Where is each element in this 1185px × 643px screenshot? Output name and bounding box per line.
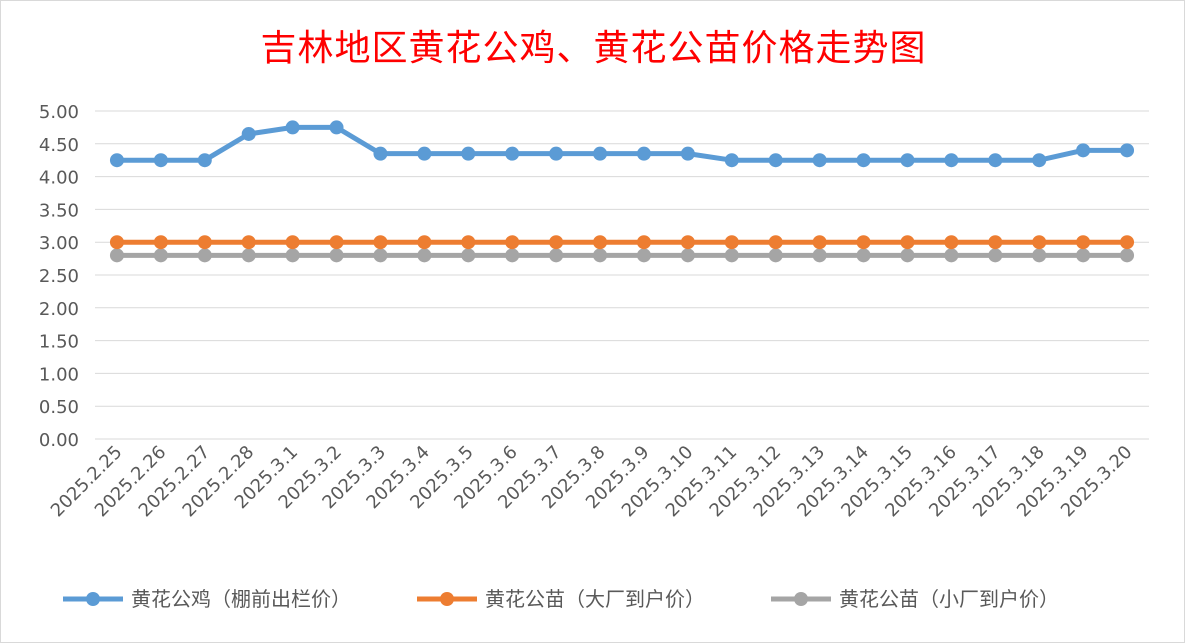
data-point [505,235,520,250]
data-point [549,248,564,263]
data-point [1032,235,1047,250]
data-point [285,248,300,263]
data-point [417,235,432,250]
data-point [197,235,212,250]
data-point [505,248,520,263]
data-point [285,235,300,250]
data-point [197,153,212,168]
data-point [1032,153,1047,168]
data-point [109,248,124,263]
data-point [988,235,1003,250]
y-tick-label: 1.50 [39,332,79,353]
data-point [153,153,168,168]
data-point [373,235,388,250]
data-point [944,248,959,263]
data-point [329,235,344,250]
data-point [856,235,871,250]
data-point [768,248,783,263]
data-point [461,146,476,161]
y-tick-label: 5.00 [39,102,79,123]
data-point [724,248,739,263]
y-tick-label: 0.00 [39,430,79,451]
y-tick-label: 3.50 [39,200,79,221]
series-lines [109,120,1135,263]
y-tick-label: 4.50 [39,135,79,156]
data-point [549,235,564,250]
data-point [812,235,827,250]
data-point [373,146,388,161]
data-point [329,120,344,135]
data-point [241,126,256,141]
legend-label: 黄花公苗（小厂到户价） [839,587,1059,611]
data-point [417,248,432,263]
x-axis-ticks: 2025.2.252025.2.262025.2.272025.2.282025… [47,442,1137,522]
data-point [549,146,564,161]
data-point [680,146,695,161]
legend-marker [794,592,808,606]
data-point [1120,235,1135,250]
data-point [768,153,783,168]
data-point [1076,143,1091,158]
data-point [680,235,695,250]
gridlines [95,110,1149,440]
data-point [812,248,827,263]
data-point [1076,235,1091,250]
legend-label: 黄花公鸡（棚前出栏价） [131,587,351,611]
data-point [944,235,959,250]
data-point [461,248,476,263]
y-tick-label: 4.00 [39,168,79,189]
y-tick-label: 1.00 [39,364,79,385]
data-point [636,146,651,161]
data-point [153,248,168,263]
y-tick-label: 3.00 [39,233,79,254]
data-point [900,153,915,168]
data-point [1032,248,1047,263]
data-point [285,120,300,135]
data-point [856,248,871,263]
chart-title: 吉林地区黄花公鸡、黄花公苗价格走势图 [260,28,927,69]
data-point [593,248,608,263]
data-point [636,235,651,250]
data-point [197,248,212,263]
data-point [768,235,783,250]
data-point [900,248,915,263]
data-point [109,153,124,168]
data-point [680,248,695,263]
data-point [944,153,959,168]
data-point [373,248,388,263]
data-point [593,146,608,161]
data-point [724,235,739,250]
data-point [900,235,915,250]
data-point [1120,248,1135,263]
series-line [114,124,1130,163]
data-point [636,248,651,263]
data-point [461,235,476,250]
data-point [1076,248,1091,263]
y-tick-label: 2.50 [39,266,79,287]
data-point [241,248,256,263]
legend-marker [440,592,454,606]
data-point [329,248,344,263]
legend-label: 黄花公苗（大厂到户价） [485,587,705,611]
data-point [1120,143,1135,158]
data-point [241,235,256,250]
data-point [856,153,871,168]
data-point [109,235,124,250]
data-point [505,146,520,161]
data-point [988,153,1003,168]
data-point [417,146,432,161]
legend-marker [86,592,100,606]
data-point [153,235,168,250]
data-point [593,235,608,250]
y-axis-ticks: 0.00 0.50 1.00 1.50 2.00 2.50 3.00 3.50 4.00 4.50… [39,102,79,451]
y-tick-label: 2.00 [39,299,79,320]
data-point [812,153,827,168]
data-point [724,153,739,168]
legend: 黄花公鸡（棚前出栏价） 黄花公苗（大厂到户价） 黄花公苗（小厂到户价） [63,587,1059,611]
data-point [988,248,1003,263]
y-tick-label: 0.50 [39,397,79,418]
